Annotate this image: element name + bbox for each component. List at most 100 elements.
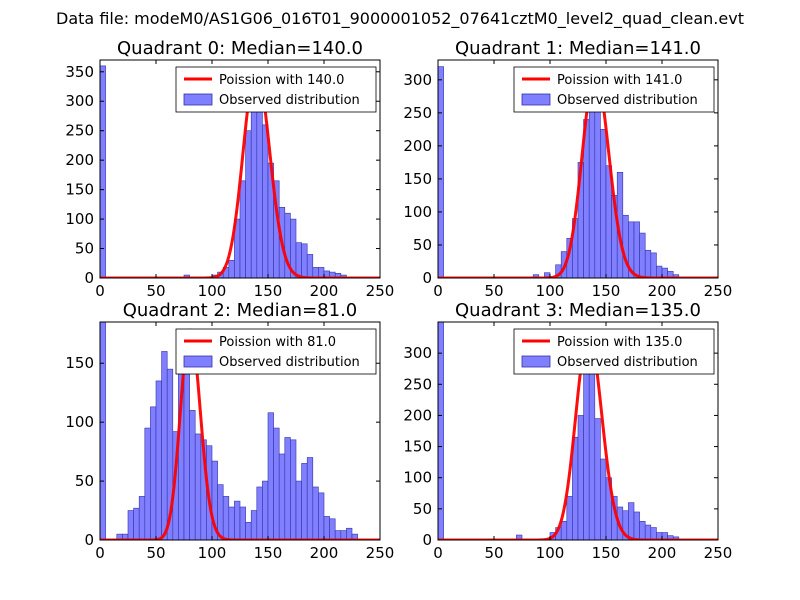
y-tick-label: 100	[403, 203, 432, 221]
histogram-bars	[438, 66, 680, 278]
subplot-quadrant-0: 0 50 100 150 200 250 0 50 100 150 200 250 300 350 Quad…	[65, 38, 394, 300]
x-tick-label: 150	[254, 544, 283, 562]
histogram-bar	[100, 65, 106, 278]
histogram-bar	[262, 480, 269, 540]
histogram-bar	[256, 486, 263, 540]
histogram-bar	[155, 380, 162, 540]
legend-label-poisson: Poission with 135.0	[557, 335, 682, 350]
legend-bar-swatch	[183, 355, 213, 368]
histogram-bar	[245, 522, 252, 540]
histogram-bars	[438, 322, 680, 540]
histogram-bar	[438, 322, 444, 540]
y-tick-label: 150	[403, 170, 432, 188]
histogram-bar	[284, 437, 291, 540]
legend-label-observed: Observed distribution	[557, 93, 698, 108]
histogram-bar	[633, 511, 640, 540]
x-tick-label: 50	[484, 282, 503, 300]
y-tick-label: 300	[403, 71, 432, 89]
histogram-bar	[189, 410, 196, 540]
histogram-bar	[516, 534, 523, 540]
histogram-bar	[650, 527, 657, 540]
axes-frame	[437, 321, 719, 541]
histogram-bar	[312, 267, 319, 278]
y-tick-label: 0	[84, 531, 94, 549]
y-tick-label: 250	[65, 122, 94, 140]
x-tick-label: 0	[95, 282, 105, 300]
legend-label-observed: Observed distribution	[219, 355, 360, 370]
histogram-bar	[161, 351, 168, 540]
histogram-bar	[183, 368, 190, 540]
histogram-bar	[234, 500, 241, 540]
x-tick-label: 50	[146, 282, 165, 300]
legend: Poission with 140.0 Observed distribution	[175, 66, 377, 113]
subplots: 0 50 100 150 200 250 0 50 100 150 200 250 300 350 Quad…	[65, 38, 732, 562]
histogram-bar	[228, 260, 235, 278]
legend-bar-swatch	[521, 93, 551, 106]
histogram-bar	[306, 254, 314, 278]
histogram-bar	[633, 221, 640, 278]
legend: Poission with 135.0 Observed distribution	[513, 328, 715, 375]
subplot-title: Quadrant 1: Median=141.0	[455, 38, 701, 59]
histogram-bar	[295, 480, 302, 540]
histogram-bar	[329, 518, 336, 540]
histogram-bar	[600, 458, 607, 540]
y-tick-label: 100	[403, 469, 432, 487]
legend: Poission with 141.0 Observed distribution	[513, 66, 715, 113]
legend-bar-swatch	[183, 93, 213, 106]
y-tick-label: 200	[403, 406, 432, 424]
y-tick-label: 250	[403, 104, 432, 122]
y-tick-label: 0	[422, 269, 432, 287]
histogram-bar	[194, 433, 202, 540]
histogram-bar	[138, 496, 146, 540]
legend-label-poisson: Poission with 141.0	[557, 73, 682, 88]
x-tick-label: 100	[536, 282, 565, 300]
x-tick-label: 0	[95, 544, 105, 562]
axes-frame	[99, 59, 381, 279]
x-tick-label: 200	[648, 282, 677, 300]
x-tick-label: 250	[366, 282, 395, 300]
y-tick-label: 50	[75, 240, 94, 258]
x-tick-label: 200	[310, 544, 339, 562]
suptitle: Data file: modeM0/AS1G06_016T01_90000010…	[56, 9, 744, 29]
legend: Poission with 81.0 Observed distribution	[175, 328, 377, 375]
histogram-bar	[295, 242, 302, 278]
y-tick-label: 150	[65, 354, 94, 372]
y-tick-label: 50	[75, 472, 94, 490]
histogram-bar	[628, 502, 635, 540]
x-tick-label: 100	[536, 544, 565, 562]
histogram-bar	[301, 463, 308, 540]
histogram-bar	[273, 427, 280, 540]
y-tick-label: 150	[65, 181, 94, 199]
histogram-bar	[262, 124, 269, 278]
histogram-bar	[644, 524, 652, 540]
histogram-bar	[639, 521, 646, 540]
y-tick-label: 100	[65, 413, 94, 431]
histogram-bar	[239, 506, 246, 540]
histogram-bar	[318, 267, 325, 278]
subplot-title: Quadrant 0: Median=140.0	[117, 38, 363, 59]
histogram-bar	[100, 322, 106, 540]
histogram-bar	[323, 516, 330, 540]
y-tick-label: 100	[65, 210, 94, 228]
histogram-bar	[639, 232, 646, 278]
histogram-bar	[250, 510, 258, 540]
axes-frame	[99, 321, 381, 541]
legend-label-poisson: Poission with 81.0	[219, 335, 336, 350]
x-tick-label: 150	[254, 282, 283, 300]
histogram-bar	[278, 453, 286, 540]
x-tick-label: 250	[704, 282, 733, 300]
histogram-bar	[656, 265, 663, 278]
legend-label-observed: Observed distribution	[219, 93, 360, 108]
legend-label-poisson: Poission with 140.0	[219, 73, 344, 88]
histogram-bars	[100, 65, 347, 278]
histogram-bar	[256, 103, 263, 278]
histogram-bar	[239, 180, 246, 278]
y-tick-label: 300	[403, 344, 432, 362]
histogram-bar	[594, 418, 601, 540]
poisson-curve	[100, 67, 380, 278]
x-tick-label: 150	[592, 282, 621, 300]
y-tick-label: 350	[65, 63, 94, 81]
histogram-bar	[318, 492, 325, 540]
x-tick-label: 100	[198, 282, 227, 300]
histogram-bar	[577, 415, 584, 540]
